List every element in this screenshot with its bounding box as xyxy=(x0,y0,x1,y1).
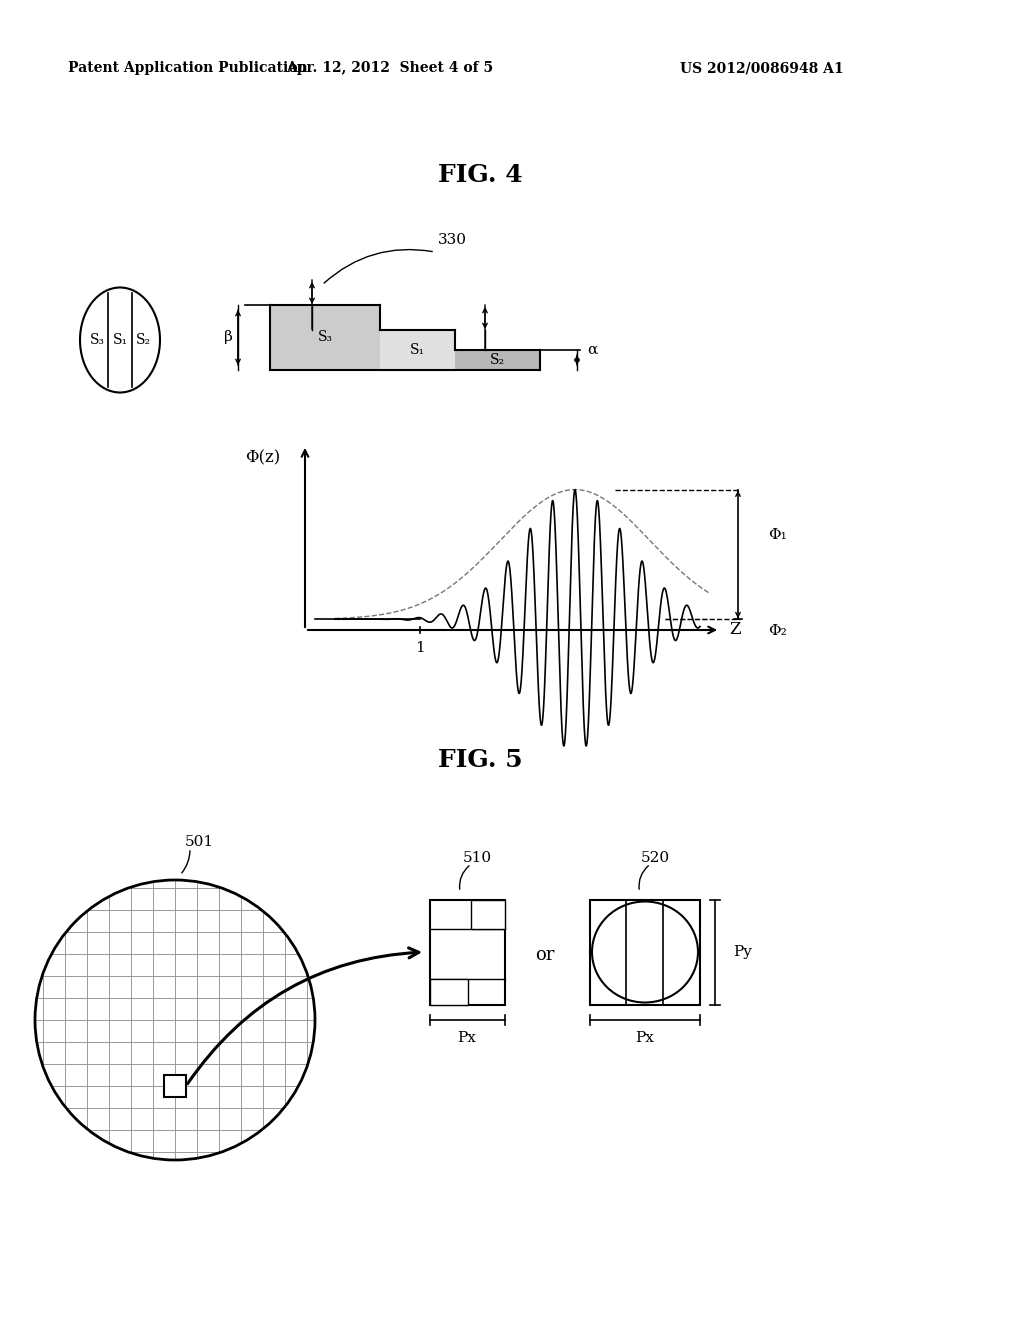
Bar xyxy=(455,350,540,370)
Text: Patent Application Publication: Patent Application Publication xyxy=(68,61,307,75)
Bar xyxy=(430,978,468,1005)
Text: S₃: S₃ xyxy=(601,945,614,958)
Text: S₂: S₂ xyxy=(489,352,505,367)
Text: Apr. 12, 2012  Sheet 4 of 5: Apr. 12, 2012 Sheet 4 of 5 xyxy=(287,61,494,75)
Text: S₃: S₃ xyxy=(317,330,333,345)
Text: 520: 520 xyxy=(640,851,670,865)
Text: or: or xyxy=(536,946,555,964)
Circle shape xyxy=(35,880,315,1160)
Bar xyxy=(164,1074,186,1097)
Text: FIG. 5: FIG. 5 xyxy=(437,748,522,772)
Text: Px: Px xyxy=(458,1031,476,1045)
Text: S₂: S₂ xyxy=(674,945,688,958)
Text: 501: 501 xyxy=(185,836,214,849)
Bar xyxy=(430,900,505,1005)
Text: α: α xyxy=(587,343,597,356)
Text: 1: 1 xyxy=(415,642,425,655)
Text: Px: Px xyxy=(636,1031,654,1045)
Text: FIG. 4: FIG. 4 xyxy=(437,162,522,187)
Bar xyxy=(380,330,455,370)
Text: Z: Z xyxy=(729,622,740,639)
Text: Φ(z): Φ(z) xyxy=(246,450,281,466)
Text: US 2012/0086948 A1: US 2012/0086948 A1 xyxy=(680,61,844,75)
Text: Py: Py xyxy=(733,945,752,960)
Bar xyxy=(471,900,505,929)
Text: S₁: S₁ xyxy=(457,946,471,961)
Text: S₂: S₂ xyxy=(481,908,495,921)
Bar xyxy=(270,305,380,370)
Text: β: β xyxy=(223,330,232,345)
Text: S₃: S₃ xyxy=(89,333,104,347)
Text: 330: 330 xyxy=(438,234,467,247)
Text: 510: 510 xyxy=(463,851,492,865)
Text: Φ₁: Φ₁ xyxy=(768,528,786,543)
Text: S₁: S₁ xyxy=(113,333,128,347)
Text: S₃: S₃ xyxy=(442,985,456,998)
Bar xyxy=(590,900,700,1005)
Text: S₁: S₁ xyxy=(637,945,650,958)
Text: S₂: S₂ xyxy=(135,333,151,347)
Text: S₁: S₁ xyxy=(410,343,425,356)
Text: Φ₂: Φ₂ xyxy=(768,624,786,638)
